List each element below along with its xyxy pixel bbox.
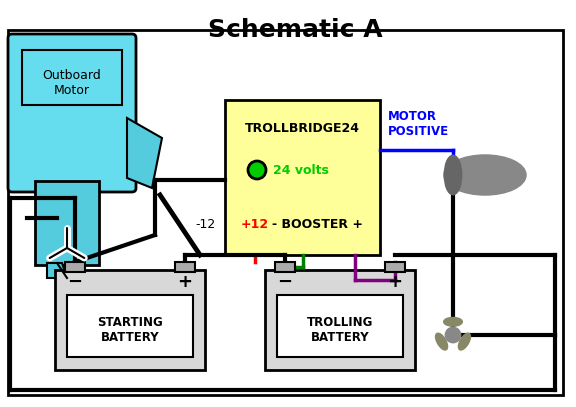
Circle shape <box>446 328 460 342</box>
Bar <box>275 262 295 272</box>
Ellipse shape <box>445 156 461 194</box>
Text: STARTING
BATTERY: STARTING BATTERY <box>97 316 163 344</box>
Text: MOTOR
POSITIVE: MOTOR POSITIVE <box>388 110 449 138</box>
FancyBboxPatch shape <box>8 34 136 192</box>
Ellipse shape <box>444 318 462 326</box>
Text: −: − <box>67 273 82 291</box>
Bar <box>65 262 85 272</box>
Bar <box>385 262 405 272</box>
Text: Outboard
Motor: Outboard Motor <box>43 69 101 97</box>
Text: +12: +12 <box>241 219 269 232</box>
Bar <box>55 270 205 370</box>
Polygon shape <box>47 263 67 278</box>
Ellipse shape <box>445 156 525 194</box>
Text: - BOOSTER +: - BOOSTER + <box>272 219 363 232</box>
Text: +: + <box>388 273 403 291</box>
Bar <box>67 295 193 357</box>
Bar <box>8 30 563 395</box>
Bar <box>22 50 122 105</box>
Ellipse shape <box>458 334 470 350</box>
Text: −: − <box>278 273 293 291</box>
Bar <box>277 295 403 357</box>
Text: +: + <box>177 273 192 291</box>
Polygon shape <box>127 118 162 188</box>
Circle shape <box>248 161 266 179</box>
Text: Schematic A: Schematic A <box>208 18 382 42</box>
Ellipse shape <box>436 334 447 350</box>
Bar <box>175 262 195 272</box>
FancyBboxPatch shape <box>35 181 99 265</box>
Bar <box>225 100 380 255</box>
Text: -12: -12 <box>195 219 215 232</box>
Text: TROLLBRIDGE24: TROLLBRIDGE24 <box>245 122 360 134</box>
Text: TROLLING
BATTERY: TROLLING BATTERY <box>307 316 373 344</box>
Bar <box>265 270 415 370</box>
Text: 24 volts: 24 volts <box>273 164 329 177</box>
